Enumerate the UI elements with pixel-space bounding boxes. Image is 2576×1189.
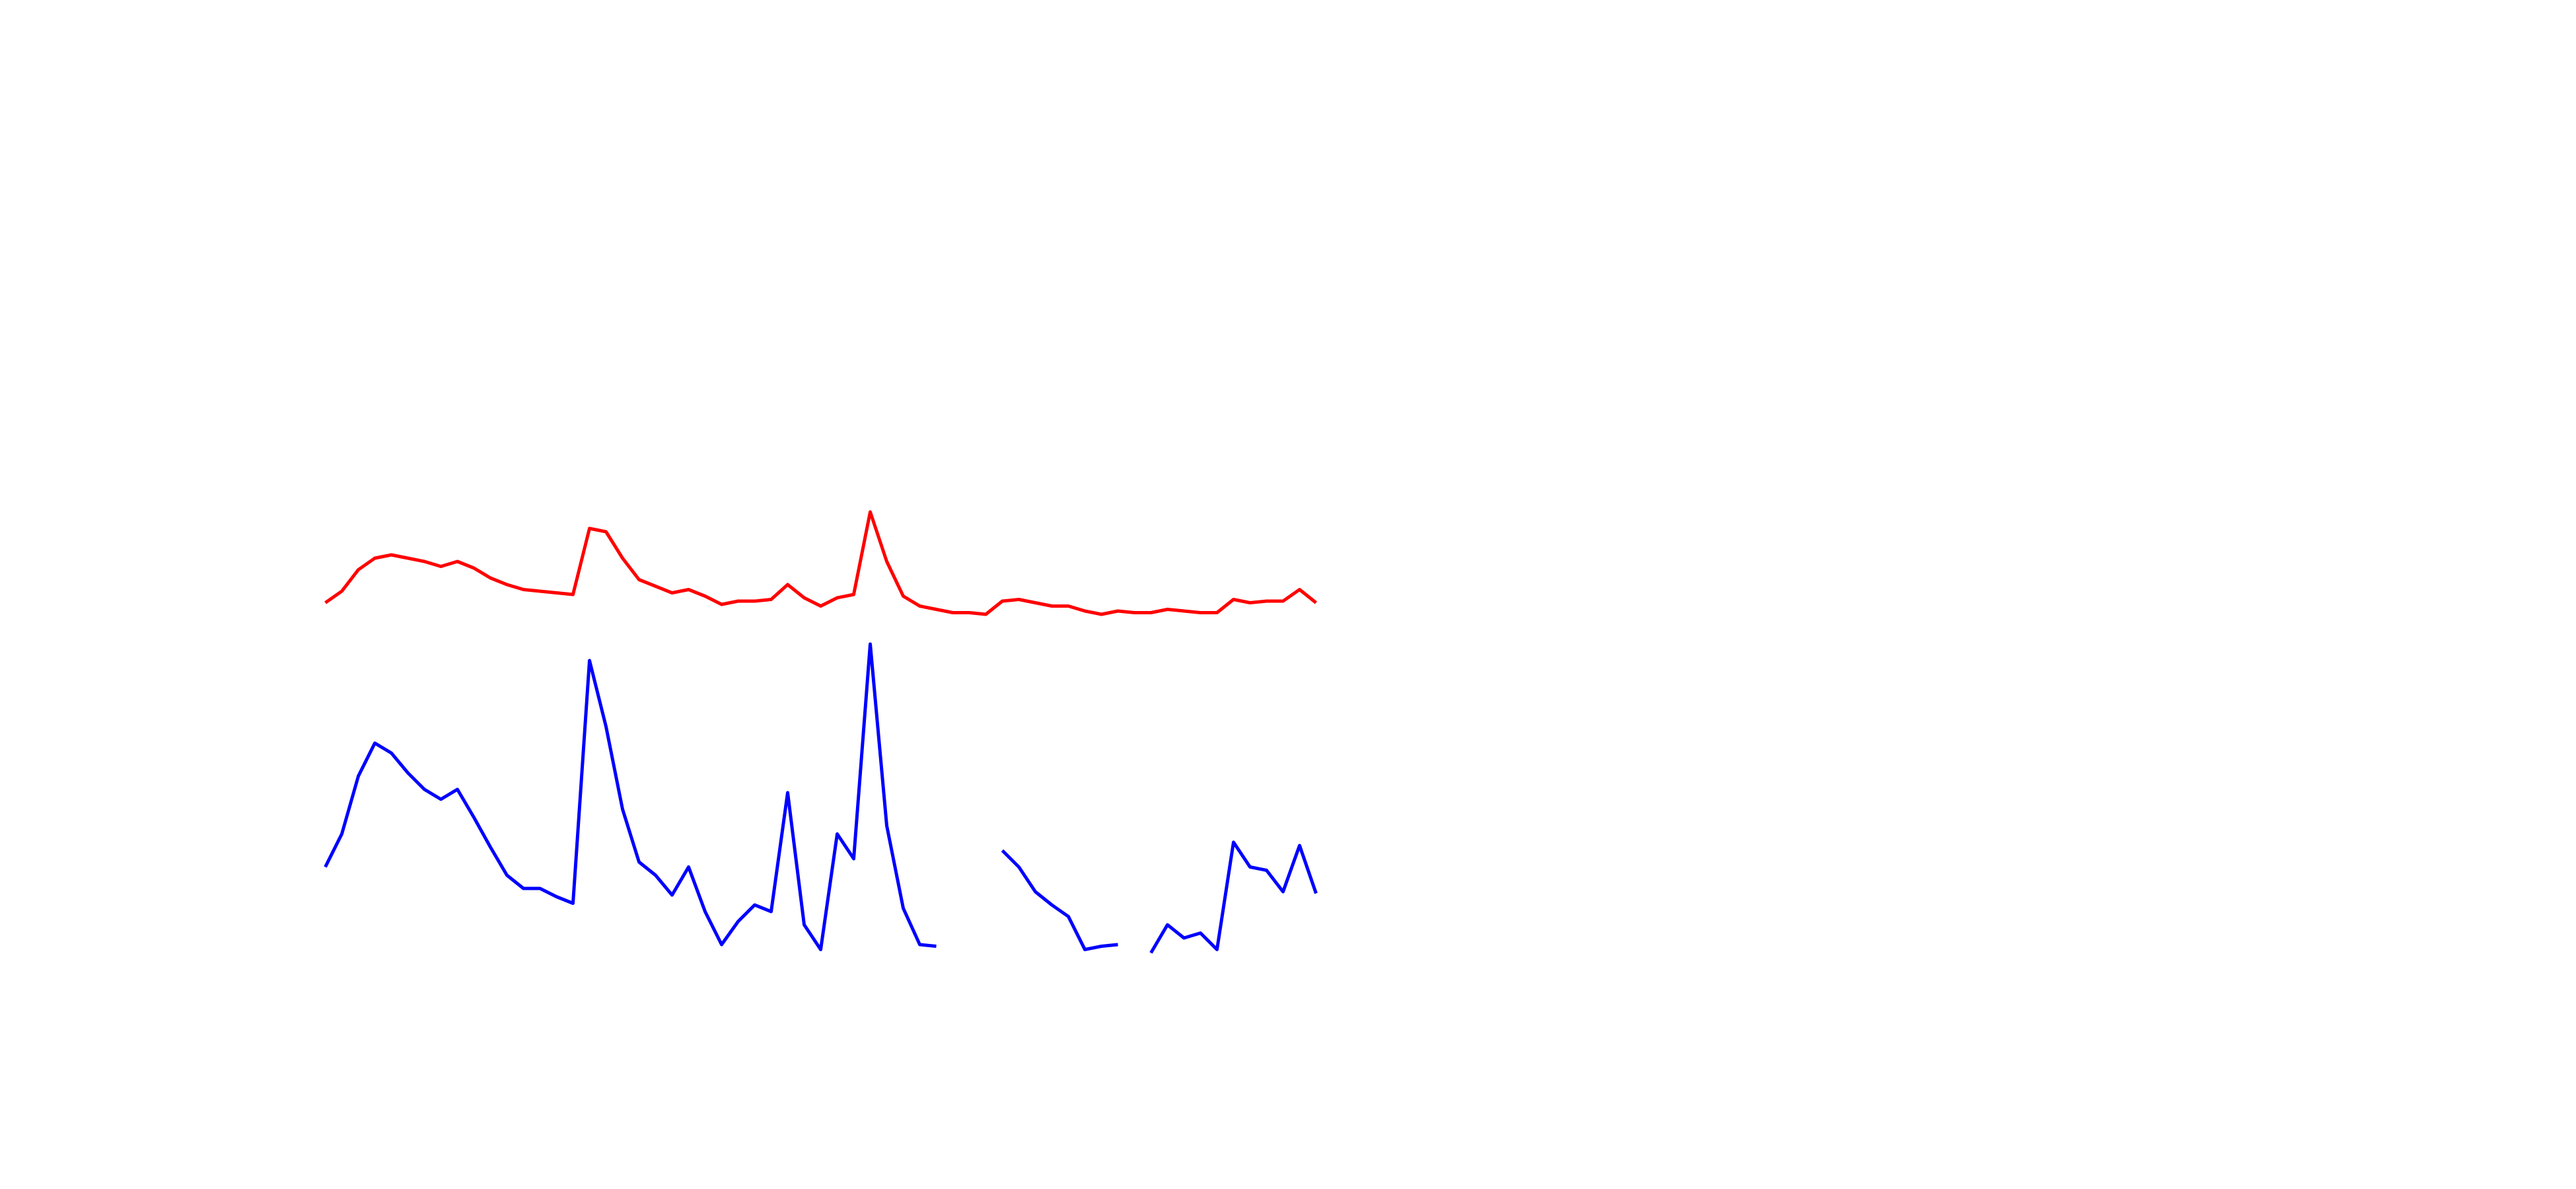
line-series <box>324 510 1318 616</box>
plot-area <box>324 510 1318 954</box>
line-series <box>324 642 1318 954</box>
